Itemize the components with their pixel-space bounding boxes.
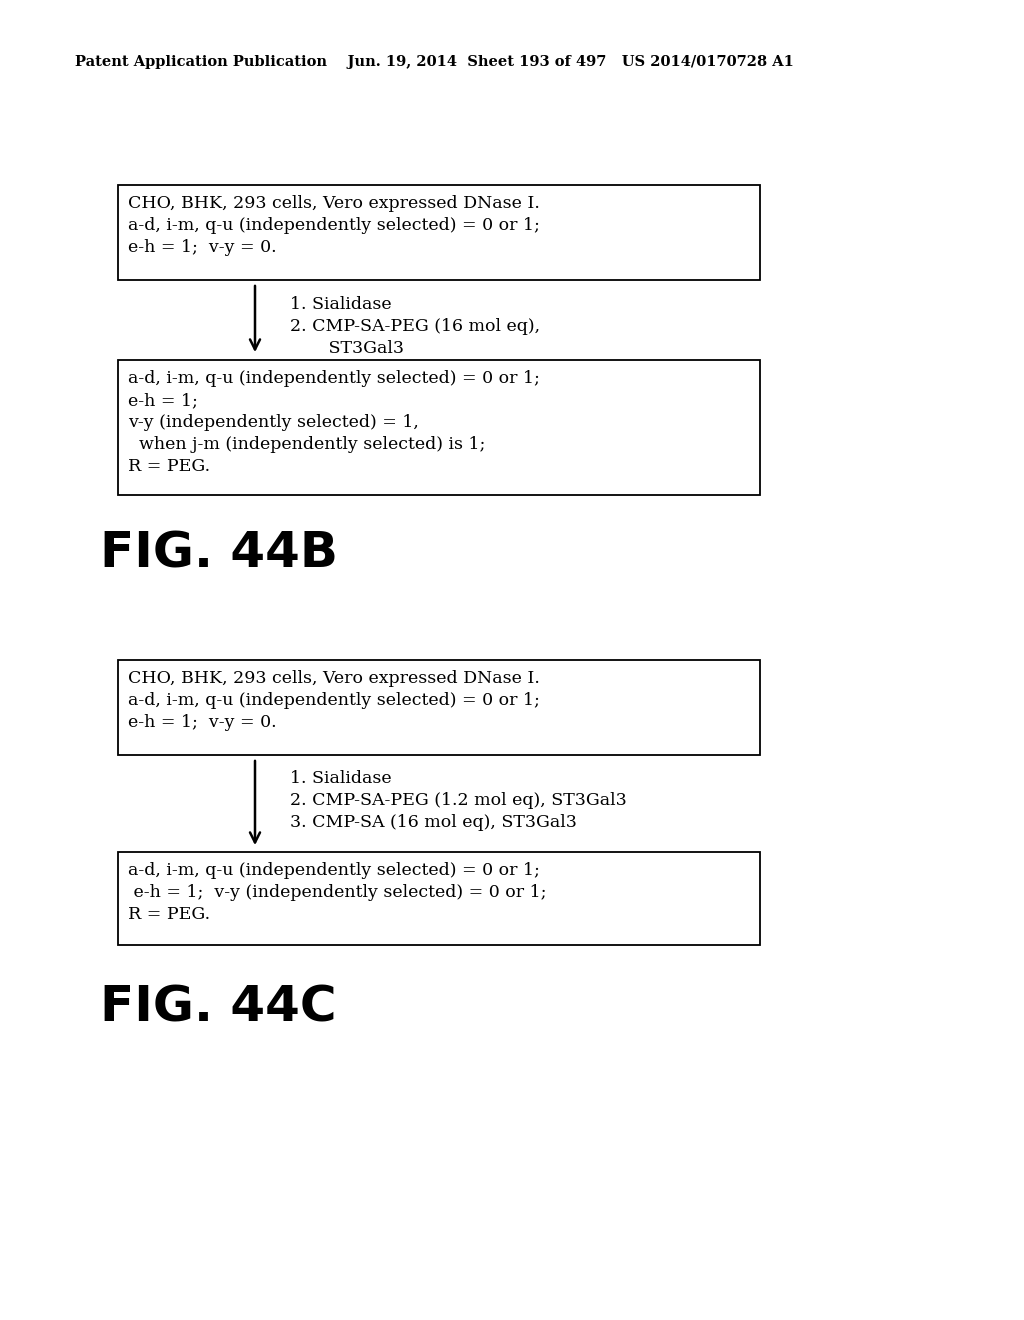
Text: 3. CMP-SA (16 mol eq), ST3Gal3: 3. CMP-SA (16 mol eq), ST3Gal3 — [290, 814, 577, 832]
Text: a-d, i-m, q-u (independently selected) = 0 or 1;: a-d, i-m, q-u (independently selected) =… — [128, 370, 540, 387]
Text: a-d, i-m, q-u (independently selected) = 0 or 1;: a-d, i-m, q-u (independently selected) =… — [128, 862, 540, 879]
Text: CHO, BHK, 293 cells, Vero expressed DNase I.: CHO, BHK, 293 cells, Vero expressed DNas… — [128, 671, 540, 686]
Text: ST3Gal3: ST3Gal3 — [290, 341, 404, 356]
Text: 2. CMP-SA-PEG (1.2 mol eq), ST3Gal3: 2. CMP-SA-PEG (1.2 mol eq), ST3Gal3 — [290, 792, 627, 809]
Text: Patent Application Publication    Jun. 19, 2014  Sheet 193 of 497   US 2014/0170: Patent Application Publication Jun. 19, … — [75, 55, 794, 69]
Text: 1. Sialidase: 1. Sialidase — [290, 770, 391, 787]
Text: CHO, BHK, 293 cells, Vero expressed DNase I.: CHO, BHK, 293 cells, Vero expressed DNas… — [128, 195, 540, 213]
Text: e-h = 1;  v-y = 0.: e-h = 1; v-y = 0. — [128, 714, 276, 731]
Text: R = PEG.: R = PEG. — [128, 458, 210, 475]
Text: when j-m (independently selected) is 1;: when j-m (independently selected) is 1; — [128, 436, 485, 453]
Text: v-y (independently selected) = 1,: v-y (independently selected) = 1, — [128, 414, 419, 432]
Text: R = PEG.: R = PEG. — [128, 906, 210, 923]
Bar — [118, 360, 760, 495]
Text: FIG. 44B: FIG. 44B — [100, 531, 338, 578]
Bar — [118, 851, 760, 945]
Text: e-h = 1;  v-y (independently selected) = 0 or 1;: e-h = 1; v-y (independently selected) = … — [128, 884, 547, 902]
Text: e-h = 1;: e-h = 1; — [128, 392, 198, 409]
Bar — [118, 660, 760, 755]
Text: 1. Sialidase: 1. Sialidase — [290, 296, 391, 313]
Text: FIG. 44C: FIG. 44C — [100, 983, 337, 1031]
Text: a-d, i-m, q-u (independently selected) = 0 or 1;: a-d, i-m, q-u (independently selected) =… — [128, 692, 540, 709]
Bar — [118, 185, 760, 280]
Text: 2. CMP-SA-PEG (16 mol eq),: 2. CMP-SA-PEG (16 mol eq), — [290, 318, 540, 335]
Text: a-d, i-m, q-u (independently selected) = 0 or 1;: a-d, i-m, q-u (independently selected) =… — [128, 216, 540, 234]
Text: e-h = 1;  v-y = 0.: e-h = 1; v-y = 0. — [128, 239, 276, 256]
